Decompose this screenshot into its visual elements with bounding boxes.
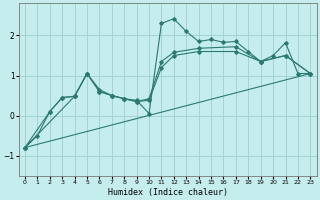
X-axis label: Humidex (Indice chaleur): Humidex (Indice chaleur) — [108, 188, 228, 197]
